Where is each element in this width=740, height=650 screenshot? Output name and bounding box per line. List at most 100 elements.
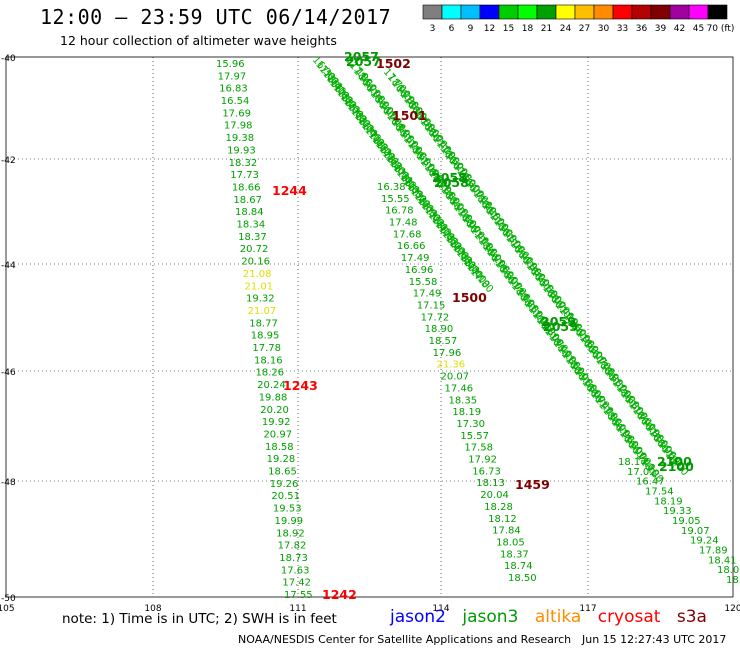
pass-number-label: 2100	[659, 459, 694, 474]
satellite-legend: jason2 jason3 altika cryosat s3a	[390, 607, 718, 627]
swh-value: 17.82	[278, 541, 307, 552]
swh-value: 20.20	[260, 405, 289, 416]
colorbar-label: 36	[636, 24, 648, 34]
swh-value: 19.99	[275, 516, 304, 527]
swh-value: 16.38	[377, 182, 406, 193]
swh-value: 19.93	[227, 145, 256, 156]
swh-value: 17.92	[468, 455, 497, 466]
swh-value: 18.12	[488, 514, 517, 525]
swh-value: 17.63	[281, 565, 310, 576]
map-frame	[5, 56, 734, 598]
lon-tick-label: 105	[0, 604, 15, 614]
swh-value: 16.66	[397, 241, 426, 252]
legend-cryosat: cryosat	[597, 607, 661, 627]
colorbar-swatch	[612, 4, 633, 20]
pass-number-label: 2059	[543, 319, 578, 334]
colorbar-label: 45	[693, 24, 704, 34]
colorbar-swatch	[555, 4, 576, 20]
swh-value: 18.26	[256, 368, 285, 379]
colorbar-label: 21	[541, 24, 552, 34]
swh-value: 19.28	[267, 454, 296, 465]
colorbar-swatch	[422, 4, 443, 20]
pass-number-label: 1243	[283, 378, 318, 393]
swh-value: 18.09	[717, 565, 740, 576]
swh-value: 18.50	[508, 573, 537, 584]
swh-value: 18.41	[708, 555, 737, 566]
swh-value: 17.69	[222, 108, 251, 119]
colorbar-label: 12	[484, 24, 495, 34]
swh-value: 17.58	[464, 443, 493, 454]
swh-value: 18.66	[232, 182, 261, 193]
swh-value: 18.57	[429, 336, 458, 347]
swh-value: 19.38	[225, 133, 254, 144]
swh-value: 19.33	[663, 506, 692, 517]
colorbar-swatch	[574, 4, 595, 20]
swh-value: 16.54	[221, 96, 250, 107]
colorbar-swatch	[669, 4, 690, 20]
colorbar-label: 70 (ft)	[707, 24, 735, 34]
swh-value: 18.05	[496, 537, 525, 548]
swh-value: 16.96	[405, 265, 434, 276]
colorbar-swatch	[650, 4, 671, 20]
lat-tick-label: -48	[1, 478, 16, 488]
swh-value: 16.47	[636, 477, 665, 488]
colorbar-label: 39	[655, 24, 667, 34]
swh-value: 18.35	[448, 395, 477, 406]
swh-value: 21.36	[437, 360, 466, 371]
swh-value: 18.37	[500, 549, 529, 560]
legend-s3a: s3a	[676, 607, 707, 627]
colorbar-label: 3	[430, 24, 436, 34]
colorbar-label: 33	[617, 24, 628, 34]
lon-tick-label: 117	[579, 604, 596, 614]
colorbar-swatch	[479, 4, 500, 20]
swh-value: 17.30	[456, 419, 485, 430]
swh-value: 18.13	[476, 478, 505, 489]
colorbar-label: 18	[522, 24, 534, 34]
swh-value: 20.51	[271, 491, 300, 502]
swh-value: 19.05	[672, 516, 701, 527]
lon-tick-label: 108	[144, 604, 161, 614]
colorbar-label: 9	[468, 24, 474, 34]
lon-tick-label: 111	[289, 604, 306, 614]
pass-number-label: 2058	[434, 175, 469, 190]
swh-value: 18.84	[235, 207, 264, 218]
pass-number-label: 1502	[376, 56, 411, 71]
swh-value: 20.24	[257, 380, 286, 391]
swh-value: 17.46	[444, 383, 473, 394]
swh-value: 15.55	[381, 194, 410, 205]
swh-value: 18.17	[618, 457, 647, 468]
map-subtitle: 12 hour collection of altimeter wave hei…	[60, 33, 337, 48]
swh-value: 17.54	[645, 487, 674, 498]
swh-value: 18.67	[233, 195, 262, 206]
colorbar-label: 27	[579, 24, 590, 34]
swh-value: 19.07	[681, 526, 710, 537]
swh-value: 18.34	[237, 220, 266, 231]
colorbar-swatch	[631, 4, 652, 20]
swh-value: 18.95	[251, 331, 280, 342]
pass-number-label: 2057	[346, 54, 381, 69]
swh-value: 19.24	[690, 536, 719, 547]
swh-value: 15.96	[216, 59, 245, 70]
swh-value: 16.73	[472, 466, 501, 477]
colorbar-label: 42	[674, 24, 685, 34]
swh-value: 19.53	[273, 504, 302, 515]
swh-value: 17.97	[218, 71, 247, 82]
legend-altika: altika	[534, 607, 582, 627]
pass-number-label: 1459	[515, 477, 550, 492]
swh-value: 21.07	[248, 306, 277, 317]
swh-value: 17.55	[284, 590, 313, 601]
swh-value: 17.49	[401, 253, 430, 264]
lon-tick-label: 114	[432, 604, 449, 614]
swh-value: 21.08	[243, 269, 272, 280]
swh-value: 18.28	[484, 502, 513, 513]
swh-value: 17.89	[699, 546, 728, 557]
swh-value: 17.48	[389, 218, 418, 229]
swh-value: 17.72	[421, 312, 450, 323]
lat-tick-label: -50	[1, 594, 16, 604]
colorbar-label: 15	[503, 24, 514, 34]
colorbar-swatch	[688, 4, 709, 20]
swh-value: 18.37	[238, 232, 267, 243]
swh-value: 17.68	[393, 229, 422, 240]
colorbar-swatch	[536, 4, 557, 20]
lat-tick-label: -42	[1, 156, 16, 166]
